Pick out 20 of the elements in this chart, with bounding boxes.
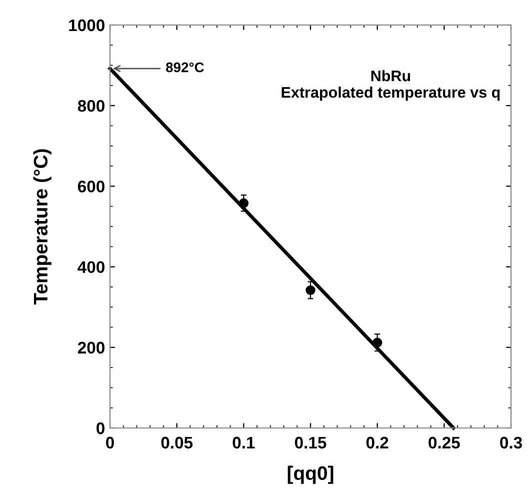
y-tick-label: 200	[78, 342, 104, 354]
annotation: 892°C	[166, 62, 204, 72]
x-axis-title: [qq0]	[288, 466, 334, 484]
y-tick-label: 800	[78, 100, 104, 112]
y-tick-label: 1000	[69, 19, 104, 32]
y-tick-label: 0	[96, 422, 104, 434]
point	[306, 285, 316, 296]
point	[238, 198, 249, 208]
x-tick-label: 0.2	[366, 436, 388, 449]
x-tick-label: 0.25	[428, 436, 460, 449]
x-tick-label: 0.15	[294, 436, 326, 449]
text: NbRu Extrapolated temperature vs q	[282, 70, 500, 101]
x-tick-label: 0.1	[232, 436, 255, 449]
y-tick-label: 400	[78, 261, 104, 274]
y-tick-label: 600	[78, 180, 104, 192]
x-tick-label: 0.3	[500, 436, 522, 449]
x-tick-label: 0	[106, 436, 114, 449]
y-axis-title: Temperature (°C)	[33, 149, 52, 305]
point	[372, 338, 382, 348]
x-tick-label: 0.05	[161, 436, 193, 449]
